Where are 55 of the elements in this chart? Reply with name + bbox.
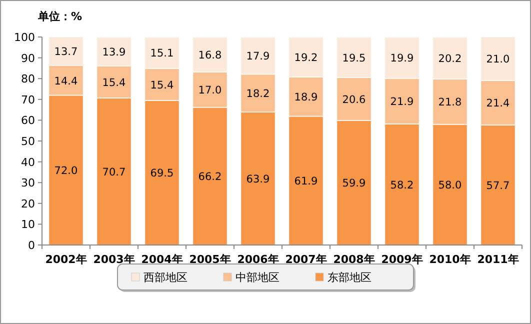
x-tick-label: 2011年 [477, 253, 519, 266]
y-tick-label: 40 [21, 156, 35, 169]
data-label: 13.9 [102, 46, 126, 58]
x-tick-label: 2009年 [381, 253, 423, 266]
data-label: 20.6 [342, 94, 366, 106]
data-label: 17.0 [198, 84, 222, 97]
data-label: 21.8 [438, 96, 462, 109]
data-label: 72.0 [54, 165, 78, 178]
data-label: 19.2 [294, 52, 318, 64]
x-tick-label: 2008年 [333, 253, 375, 266]
data-label: 13.7 [54, 46, 78, 58]
y-tick-label: 80 [21, 72, 35, 86]
data-label: 21.9 [390, 96, 414, 108]
x-tick-label: 2004年 [141, 253, 183, 266]
data-label: 63.9 [246, 174, 270, 186]
data-label: 15.4 [102, 76, 126, 89]
y-axis-title: 单位：% [37, 10, 82, 23]
data-label: 20.2 [438, 53, 462, 66]
data-label: 19.5 [342, 52, 366, 64]
data-label: 14.4 [54, 75, 78, 88]
legend-label: 西部地区 [144, 271, 188, 284]
data-label: 15.4 [150, 79, 174, 92]
x-tick-label: 2006年 [237, 253, 279, 266]
y-tick-label: 90 [21, 52, 35, 65]
data-label: 21.4 [486, 98, 510, 110]
data-label: 16.8 [198, 49, 222, 62]
x-tick-label: 2003年 [93, 253, 135, 266]
data-label: 61.9 [294, 176, 318, 188]
x-tick-label: 2005年 [189, 253, 231, 266]
y-tick-label: 10 [21, 218, 35, 232]
data-label: 18.9 [294, 92, 318, 104]
data-label: 70.7 [102, 166, 126, 178]
data-label: 57.7 [486, 180, 510, 192]
y-tick-label: 70 [21, 93, 35, 106]
data-label: 59.9 [342, 178, 366, 190]
data-label: 19.9 [390, 52, 414, 65]
legend-label: 中部地区 [236, 271, 280, 284]
x-tick-label: 2002年 [45, 253, 87, 266]
y-tick-label: 0 [28, 239, 35, 252]
data-label: 58.0 [438, 180, 462, 192]
y-tick-label: 20 [21, 197, 35, 210]
data-label: 18.2 [246, 88, 270, 100]
data-label: 58.2 [390, 179, 414, 192]
y-tick-label: 30 [21, 176, 35, 190]
x-tick-label: 2007年 [285, 253, 327, 266]
data-label: 21.0 [486, 54, 510, 66]
y-tick-label: 60 [21, 114, 35, 128]
data-label: 17.9 [246, 50, 270, 63]
y-tick-label: 50 [21, 135, 35, 148]
text: 东部地区 [328, 271, 372, 284]
data-label: 15.1 [150, 48, 174, 60]
y-tick-label: 100 [14, 31, 35, 44]
data-label: 69.5 [150, 168, 174, 180]
x-tick-label: 2010年 [429, 253, 471, 266]
data-label: 66.2 [198, 171, 222, 184]
